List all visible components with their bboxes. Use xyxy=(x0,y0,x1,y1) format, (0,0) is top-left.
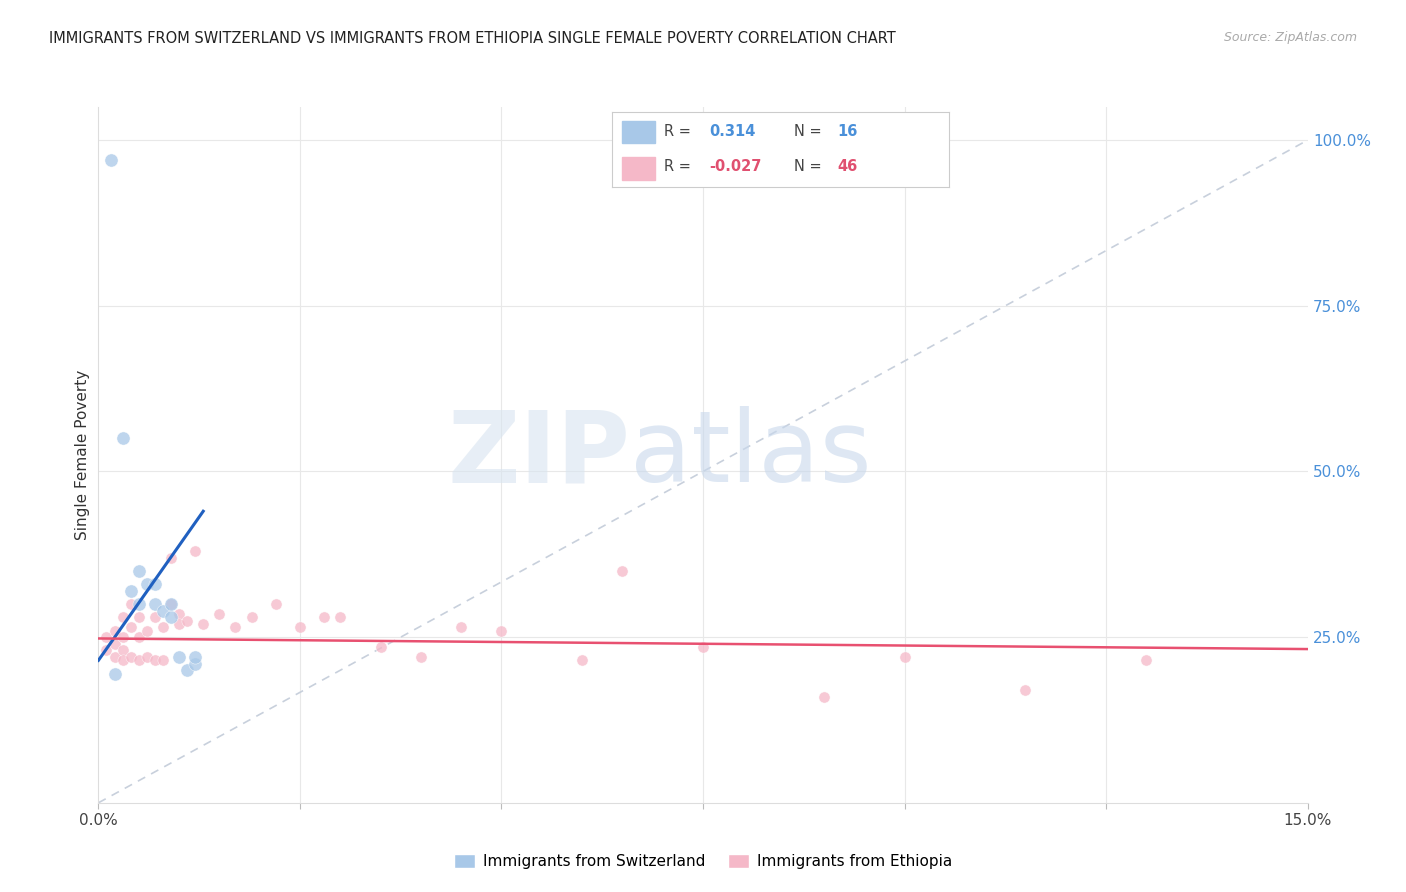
Point xyxy=(100,153,122,167)
Point xyxy=(111,653,134,667)
Point xyxy=(167,607,190,621)
Text: -0.027: -0.027 xyxy=(710,160,762,174)
Text: R =: R = xyxy=(664,124,690,139)
Point xyxy=(143,653,166,667)
Point xyxy=(329,610,352,624)
Point xyxy=(128,564,150,578)
Point xyxy=(152,653,174,667)
Point xyxy=(491,624,513,638)
Y-axis label: Single Female Poverty: Single Female Poverty xyxy=(75,370,90,540)
Point xyxy=(264,597,287,611)
Point xyxy=(240,610,263,624)
Point xyxy=(135,577,157,591)
Point xyxy=(193,616,215,631)
Point xyxy=(103,624,125,638)
Point xyxy=(370,640,392,654)
Point xyxy=(111,643,134,657)
Point xyxy=(120,620,142,634)
Point xyxy=(103,666,125,681)
Point xyxy=(143,610,166,624)
FancyBboxPatch shape xyxy=(621,157,655,179)
Point xyxy=(1135,653,1157,667)
Text: atlas: atlas xyxy=(630,407,872,503)
Point xyxy=(184,650,207,665)
Text: N =: N = xyxy=(794,124,821,139)
Point xyxy=(120,597,142,611)
Point xyxy=(167,616,190,631)
Point xyxy=(96,630,118,644)
Point xyxy=(409,650,432,665)
Point xyxy=(288,620,311,634)
Point xyxy=(176,614,198,628)
Point xyxy=(167,650,190,665)
Point xyxy=(143,597,166,611)
Point xyxy=(120,650,142,665)
Text: Source: ZipAtlas.com: Source: ZipAtlas.com xyxy=(1223,31,1357,45)
Point xyxy=(128,610,150,624)
Point xyxy=(160,550,183,565)
Point xyxy=(135,624,157,638)
Point xyxy=(128,597,150,611)
Point xyxy=(893,650,915,665)
Point xyxy=(160,597,183,611)
Point xyxy=(224,620,246,634)
Point xyxy=(135,650,157,665)
Text: ZIP: ZIP xyxy=(447,407,630,503)
Point xyxy=(450,620,472,634)
Point xyxy=(103,650,125,665)
Point xyxy=(111,630,134,644)
Point xyxy=(143,577,166,591)
Point xyxy=(111,431,134,445)
Point xyxy=(184,544,207,558)
Text: 46: 46 xyxy=(838,160,858,174)
Point xyxy=(612,564,634,578)
Point xyxy=(314,610,336,624)
Point xyxy=(208,607,231,621)
Point xyxy=(813,690,835,704)
Point xyxy=(111,610,134,624)
Text: 16: 16 xyxy=(838,124,858,139)
Point xyxy=(152,604,174,618)
Point xyxy=(96,643,118,657)
Point xyxy=(103,637,125,651)
Text: IMMIGRANTS FROM SWITZERLAND VS IMMIGRANTS FROM ETHIOPIA SINGLE FEMALE POVERTY CO: IMMIGRANTS FROM SWITZERLAND VS IMMIGRANT… xyxy=(49,31,896,46)
Text: R =: R = xyxy=(664,160,690,174)
Point xyxy=(571,653,593,667)
Text: N =: N = xyxy=(794,160,821,174)
Point xyxy=(128,630,150,644)
FancyBboxPatch shape xyxy=(621,120,655,144)
Point xyxy=(120,583,142,598)
Text: 0.314: 0.314 xyxy=(710,124,756,139)
Point xyxy=(160,610,183,624)
Point xyxy=(160,597,183,611)
Point xyxy=(692,640,714,654)
Point xyxy=(184,657,207,671)
Legend: Immigrants from Switzerland, Immigrants from Ethiopia: Immigrants from Switzerland, Immigrants … xyxy=(447,848,959,875)
Point xyxy=(176,663,198,677)
Point xyxy=(152,620,174,634)
Point xyxy=(128,653,150,667)
Point xyxy=(1014,683,1036,698)
